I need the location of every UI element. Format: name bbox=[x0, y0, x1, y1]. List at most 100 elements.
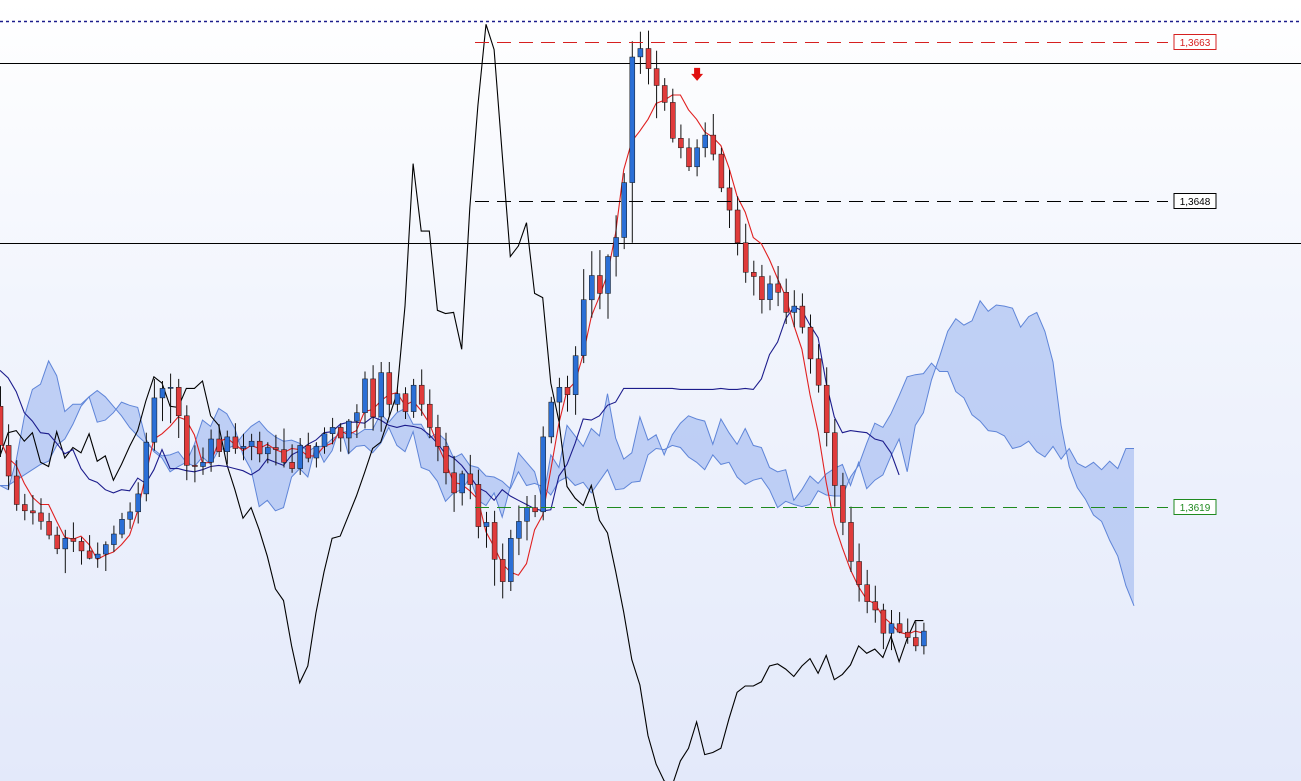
candle-16 bbox=[127, 502, 133, 529]
candle-64 bbox=[516, 505, 522, 556]
candle-62 bbox=[499, 543, 506, 599]
candle-107 bbox=[864, 569, 870, 614]
kumo-cloud-layer bbox=[0, 299, 1135, 606]
candle-114 bbox=[921, 622, 927, 655]
candle-body-13 bbox=[103, 544, 109, 555]
candle-body-71 bbox=[572, 355, 579, 395]
candle-53 bbox=[427, 389, 433, 438]
candle-body-24 bbox=[192, 465, 198, 467]
candle-21 bbox=[167, 373, 174, 424]
candle-body-110 bbox=[888, 623, 895, 634]
candle-body-74 bbox=[597, 275, 603, 294]
candle-body-101 bbox=[815, 358, 822, 386]
candle-body-67 bbox=[540, 436, 546, 513]
candle-body-93 bbox=[751, 272, 757, 277]
candle-82 bbox=[661, 78, 668, 111]
candle-39 bbox=[313, 442, 320, 468]
candle-44 bbox=[354, 404, 360, 438]
candle-body-42 bbox=[337, 427, 344, 439]
candle-91 bbox=[734, 196, 741, 256]
candle-body-113 bbox=[913, 637, 919, 647]
candle-body-14 bbox=[111, 533, 117, 545]
candle-13 bbox=[103, 541, 109, 571]
candle-61 bbox=[491, 510, 498, 586]
candle-body-29 bbox=[232, 436, 239, 449]
price-level-label-mid: 1,3648 bbox=[1180, 197, 1211, 208]
candle-body-5 bbox=[38, 512, 44, 522]
candle-45 bbox=[362, 371, 368, 429]
candle-body-80 bbox=[645, 48, 652, 69]
candle-113 bbox=[913, 621, 919, 652]
candle-70 bbox=[564, 375, 571, 412]
candle-body-105 bbox=[848, 522, 854, 562]
candle-body-51 bbox=[410, 384, 417, 412]
candle-body-78 bbox=[629, 56, 636, 183]
candle-body-10 bbox=[78, 541, 85, 552]
candle-65 bbox=[524, 496, 530, 541]
candle-58 bbox=[467, 454, 474, 500]
candle-body-48 bbox=[386, 372, 393, 405]
tenkan-sen-line bbox=[0, 94, 924, 635]
candle-25 bbox=[200, 447, 206, 475]
candle-5 bbox=[38, 498, 44, 530]
candle-body-3 bbox=[22, 504, 28, 512]
candle-body-91 bbox=[734, 209, 741, 243]
candle-body-15 bbox=[119, 519, 125, 535]
candle-body-39 bbox=[313, 446, 320, 459]
candle-86 bbox=[694, 139, 700, 177]
candle-110 bbox=[888, 610, 895, 651]
candle-body-82 bbox=[661, 85, 668, 103]
candle-104 bbox=[840, 472, 846, 536]
candle-body-83 bbox=[670, 102, 676, 139]
candle-17 bbox=[135, 482, 141, 524]
candle-body-62 bbox=[499, 559, 506, 582]
candle-97 bbox=[783, 278, 789, 324]
candle-body-44 bbox=[354, 412, 360, 422]
candle-83 bbox=[670, 88, 676, 143]
candle-body-112 bbox=[904, 631, 911, 638]
candle-body-4 bbox=[30, 510, 36, 514]
candle-90 bbox=[726, 169, 733, 228]
candle-24 bbox=[192, 445, 198, 483]
candle-109 bbox=[880, 603, 887, 650]
candle-72 bbox=[580, 269, 587, 364]
candle-50 bbox=[402, 387, 409, 419]
candle-body-31 bbox=[248, 440, 255, 447]
candle-body-43 bbox=[346, 420, 352, 439]
candle-76 bbox=[613, 215, 619, 277]
candle-77 bbox=[621, 173, 627, 250]
candle-31 bbox=[248, 433, 255, 461]
candle-80 bbox=[645, 30, 652, 85]
candle-body-86 bbox=[694, 147, 700, 168]
price-level-box-low bbox=[1173, 499, 1217, 515]
candle-body-76 bbox=[613, 237, 619, 257]
candle-7 bbox=[54, 526, 60, 555]
candle-111 bbox=[896, 612, 903, 634]
candle-body-25 bbox=[200, 462, 206, 467]
candle-23 bbox=[184, 405, 190, 481]
candle-101 bbox=[815, 344, 822, 393]
candle-body-27 bbox=[216, 438, 222, 452]
candle-body-11 bbox=[86, 550, 93, 559]
candle-body-2 bbox=[13, 475, 20, 505]
candle-body-41 bbox=[329, 427, 336, 434]
candle-body-46 bbox=[370, 378, 376, 418]
candle-18 bbox=[143, 432, 150, 502]
candle-body-53 bbox=[427, 403, 433, 428]
candle-94 bbox=[759, 264, 765, 314]
candle-body-56 bbox=[451, 472, 457, 494]
candle-28 bbox=[224, 430, 231, 465]
candle-12 bbox=[94, 542, 101, 568]
candle-54 bbox=[435, 414, 441, 462]
candle-body-63 bbox=[508, 538, 514, 582]
candle-body-96 bbox=[775, 283, 781, 293]
candle-51 bbox=[410, 378, 417, 418]
candle-body-38 bbox=[305, 445, 312, 459]
candle-15 bbox=[119, 512, 125, 539]
candle-60 bbox=[483, 511, 490, 548]
candle-body-89 bbox=[718, 153, 725, 189]
candle-10 bbox=[78, 537, 85, 565]
candle-29 bbox=[232, 423, 239, 454]
